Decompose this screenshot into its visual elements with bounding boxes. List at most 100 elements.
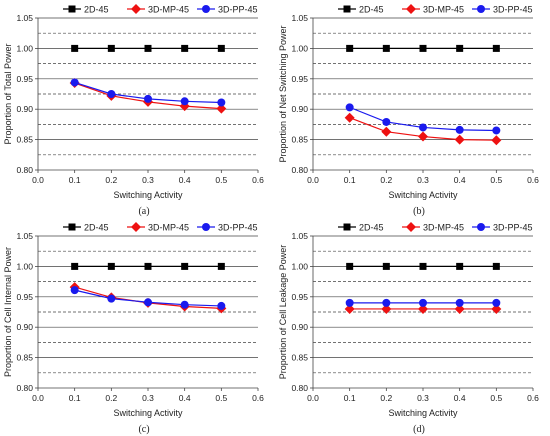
data-point-2d-45: [492, 44, 500, 52]
y-tick-label: 1.05: [16, 13, 33, 23]
y-tick-label: 0.80: [291, 383, 308, 393]
legend: 2D-45 3D-MP-45 3D-PP-45: [63, 222, 258, 233]
data-point-2d-45: [217, 44, 225, 52]
chart-panel-2: 0.80 0.85 0.90 0.95 1.00 1.05 0.0 0.1 0.2 0.3 0.4 0…: [278, 4, 539, 217]
data-point-3d-pp-45: [70, 286, 79, 295]
legend-marker: [406, 4, 416, 14]
y-tick-label: 0.80: [291, 165, 308, 175]
data-point-2d-45: [107, 262, 115, 270]
x-tick-label: 0.6: [252, 175, 264, 185]
y-tick-label: 1.00: [291, 43, 308, 53]
legend-label: 3D-PP-45: [218, 223, 258, 233]
data-point-3d-mp-45: [491, 135, 502, 146]
legend-marker: [477, 5, 485, 13]
x-tick-label: 0.4: [454, 175, 466, 185]
data-point-3d-pp-45: [419, 123, 427, 132]
legend: 2D-45 3D-MP-45 3D-PP-45: [63, 4, 258, 15]
data-point-3d-mp-45: [454, 134, 465, 145]
chart-panel-4: 0.80 0.85 0.90 0.95 1.00 1.05 0.0 0.1 0.2 0.3 0.4 0…: [278, 222, 539, 435]
y-tick-label: 0.95: [291, 292, 308, 302]
y-tick-label: 0.80: [16, 165, 33, 175]
y-tick-label: 0.90: [291, 104, 308, 114]
data-point-3d-mp-45: [454, 303, 465, 314]
data-point-3d-mp-45: [418, 131, 428, 142]
x-tick-label: 0.0: [32, 393, 44, 403]
y-axis-label: Proportion of Net Switching Power: [278, 25, 288, 162]
data-point-2d-45: [456, 262, 464, 270]
data-point-3d-mp-45: [381, 303, 392, 314]
y-tick-label: 0.90: [291, 322, 308, 332]
y-tick-label: 0.80: [16, 383, 33, 393]
x-tick-label: 0.1: [344, 393, 356, 403]
data-point-3d-pp-45: [144, 298, 152, 307]
data-point-3d-mp-45: [418, 303, 428, 314]
legend-label: 2D-45: [84, 5, 109, 15]
legend-label: 2D-45: [359, 5, 384, 15]
x-tick-label: 0.5: [490, 175, 502, 185]
data-point-3d-pp-45: [382, 117, 391, 126]
panel-caption: (a): [138, 206, 149, 217]
x-tick-label: 0.4: [179, 393, 191, 403]
data-point-3d-pp-45: [70, 78, 79, 87]
data-point-3d-pp-45: [217, 301, 226, 310]
data-point-2d-45: [181, 262, 189, 270]
data-point-2d-45: [217, 262, 225, 270]
data-point-2d-45: [144, 44, 152, 52]
data-point-3d-pp-45: [180, 97, 189, 106]
x-axis-label: Switching Activity: [388, 408, 458, 418]
x-tick-label: 0.2: [380, 175, 392, 185]
data-point-2d-45: [456, 44, 464, 52]
data-point-3d-pp-45: [180, 300, 189, 309]
data-point-2d-45: [181, 44, 189, 52]
panel-caption: (d): [413, 424, 425, 435]
x-tick-label: 0.3: [142, 393, 154, 403]
data-point-3d-pp-45: [107, 90, 116, 98]
y-tick-label: 1.00: [16, 43, 33, 53]
legend-marker: [68, 5, 76, 13]
legend-marker: [477, 223, 485, 231]
data-point-3d-pp-45: [492, 126, 501, 135]
data-point-3d-pp-45: [217, 98, 226, 107]
data-point-3d-mp-45: [344, 303, 355, 314]
data-point-3d-mp-45: [491, 303, 502, 314]
x-tick-label: 0.5: [215, 393, 227, 403]
legend-label: 2D-45: [359, 223, 384, 233]
x-tick-label: 0.4: [179, 175, 191, 185]
data-point-3d-pp-45: [492, 298, 501, 307]
y-axis-label: Proportion of Cell Internal Power: [3, 247, 13, 377]
legend-label: 3D-MP-45: [423, 5, 464, 15]
data-point-3d-pp-45: [419, 298, 427, 307]
x-axis-label: Switching Activity: [113, 190, 183, 200]
legend-label: 3D-PP-45: [218, 5, 258, 15]
y-tick-label: 1.05: [291, 13, 308, 23]
data-point-3d-mp-45: [216, 103, 227, 114]
y-tick-label: 0.85: [16, 353, 33, 363]
legend-label: 2D-45: [84, 223, 109, 233]
x-tick-label: 0.6: [252, 393, 264, 403]
y-tick-label: 0.90: [16, 322, 33, 332]
data-point-2d-45: [144, 262, 152, 270]
chart-panel-1: 0.80 0.85 0.90 0.95 1.00 1.05 0.0 0.1 0.2 0.3 0.4 0…: [3, 4, 264, 217]
legend-marker: [202, 5, 210, 13]
data-point-3d-mp-45: [344, 112, 355, 123]
x-tick-label: 0.0: [32, 175, 44, 185]
legend-marker: [131, 222, 141, 232]
legend-marker: [343, 223, 351, 231]
x-tick-label: 0.2: [380, 393, 392, 403]
x-axis-label: Switching Activity: [113, 408, 183, 418]
data-point-3d-pp-45: [345, 103, 354, 112]
data-point-3d-pp-45: [382, 298, 391, 307]
y-tick-label: 0.95: [291, 74, 308, 84]
legend-marker: [131, 4, 141, 14]
data-point-3d-pp-45: [107, 294, 116, 303]
x-tick-label: 0.6: [527, 175, 539, 185]
data-point-3d-pp-45: [455, 125, 464, 134]
x-tick-label: 0.1: [69, 175, 81, 185]
x-tick-label: 0.5: [215, 175, 227, 185]
data-point-2d-45: [107, 44, 115, 52]
data-point-3d-pp-45: [455, 298, 464, 307]
x-tick-label: 0.3: [142, 175, 154, 185]
legend-marker: [202, 223, 210, 231]
y-tick-label: 1.00: [291, 261, 308, 271]
